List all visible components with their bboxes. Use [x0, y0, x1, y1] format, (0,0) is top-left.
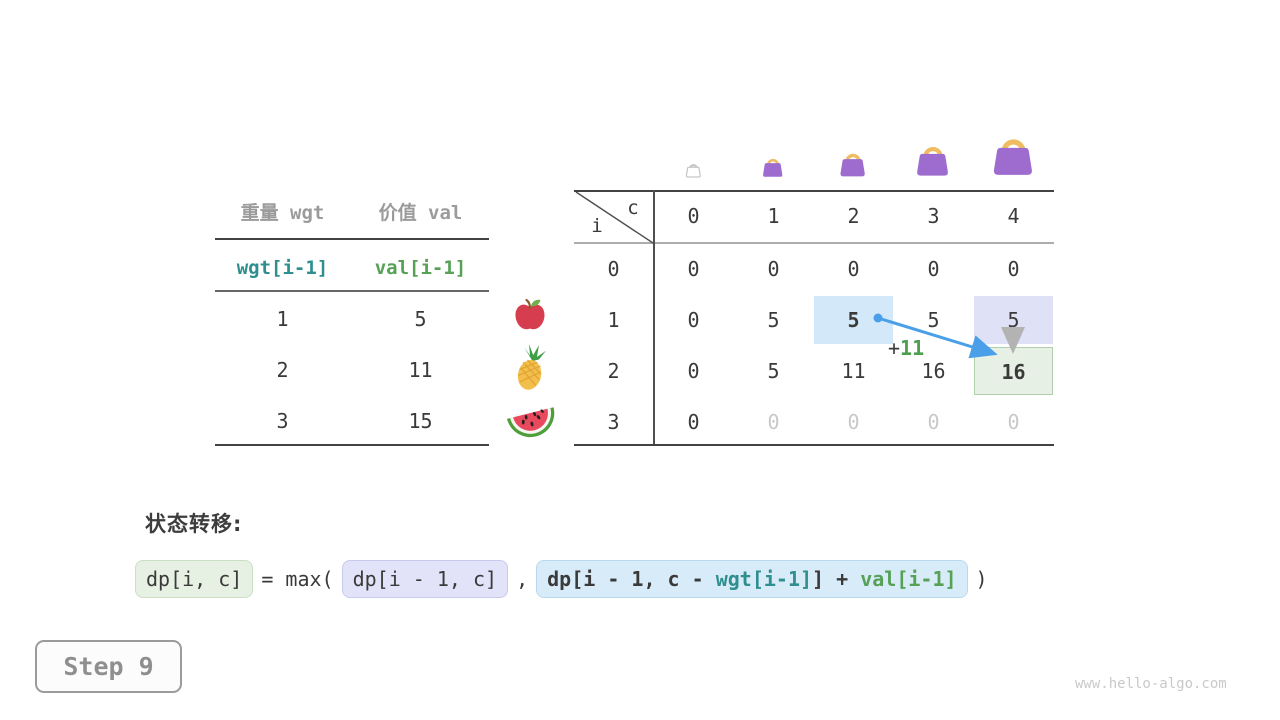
formula-arg2-box: dp[i - 1, c - wgt[i-1]] + val[i-1] — [536, 560, 968, 598]
dp-cell-3-3: 0 — [927, 410, 940, 434]
transition-formula: dp[i, c] = max( dp[i - 1, c] , dp[i - 1,… — [135, 560, 996, 598]
watermark: www.hello-algo.com — [1075, 676, 1227, 692]
pineapple-icon — [517, 344, 546, 390]
dp-row-header-3: 3 — [607, 410, 620, 434]
dp-cell-1-4-compare-highlight: 5 — [974, 296, 1053, 344]
divider — [574, 190, 1054, 192]
item-2-value: 11 — [408, 358, 433, 382]
corner-col-var: c — [627, 197, 639, 219]
items-var-val: val[i-1] — [374, 257, 467, 279]
items-header-value: 价值 val — [378, 202, 463, 224]
dp-cell-1-2-source-highlight: 5 — [814, 296, 893, 344]
formula-close-paren: ) — [975, 567, 988, 591]
item-1-value: 5 — [414, 307, 427, 331]
dp-col-header-0: 0 — [687, 204, 700, 228]
dp-cell-1-0: 0 — [687, 308, 700, 332]
dp-cell-0-4: 0 — [1007, 257, 1020, 281]
dp-cell-1-1: 5 — [767, 308, 780, 332]
formula-arg2-wgt: wgt[i-1] — [715, 567, 813, 591]
formula-comma: , — [516, 567, 529, 591]
watermelon-icon — [506, 407, 555, 438]
items-header-weight: 重量 wgt — [240, 202, 325, 224]
step-badge: Step 9 — [35, 640, 182, 693]
bag-icon-medium — [840, 153, 865, 177]
dp-cell-2-0: 0 — [687, 359, 700, 383]
dp-cell-2-3: 16 — [921, 359, 946, 383]
formula-arg2-val: val[i-1] — [860, 567, 957, 591]
dp-cell-2-2: 11 — [841, 359, 866, 383]
formula-arg2-plus: ] + — [812, 567, 861, 591]
dp-cell-0-2: 0 — [847, 257, 860, 281]
item-2-weight: 2 — [276, 358, 289, 382]
bag-icon-small — [763, 158, 783, 177]
divider — [215, 238, 489, 240]
formula-arg2-dp: dp[i - 1, c - — [547, 567, 716, 591]
formula-arg1-box: dp[i - 1, c] — [341, 560, 509, 598]
dp-col-header-2: 2 — [847, 204, 860, 228]
dp-row-header-0: 0 — [607, 257, 620, 281]
items-var-wgt: wgt[i-1] — [236, 257, 329, 279]
divider — [215, 290, 489, 292]
item-3-value: 15 — [408, 409, 433, 433]
divider — [215, 444, 489, 446]
divider — [653, 190, 655, 446]
plus-sign: + — [888, 336, 901, 360]
dp-cell-0-0: 0 — [687, 257, 700, 281]
item-1-weight: 1 — [276, 307, 289, 331]
bag-outline-icon — [685, 164, 701, 178]
bag-icon-xlarge — [993, 139, 1032, 175]
bag-icon-large — [917, 147, 948, 176]
corner-row-var: i — [591, 215, 603, 237]
formula-lhs-box: dp[i, c] — [135, 560, 254, 598]
dp-cell-2-1: 5 — [767, 359, 780, 383]
item-3-weight: 3 — [276, 409, 289, 433]
dp-cell-3-1: 0 — [767, 410, 780, 434]
dp-col-header-4: 4 — [1007, 204, 1020, 228]
divider — [574, 242, 1054, 244]
dp-cell-0-3: 0 — [927, 257, 940, 281]
dp-cell-3-2: 0 — [847, 410, 860, 434]
formula-eq-max: = max( — [261, 567, 334, 591]
dp-col-header-3: 3 — [927, 204, 940, 228]
apple-icon — [515, 298, 545, 330]
transition-title: 状态转移: — [145, 512, 243, 536]
divider — [574, 444, 1054, 446]
dp-cell-0-1: 0 — [767, 257, 780, 281]
dp-cell-3-4: 0 — [1007, 410, 1020, 434]
dp-row-header-2: 2 — [607, 359, 620, 383]
dp-col-header-1: 1 — [767, 204, 780, 228]
added-value: 11 — [900, 336, 925, 360]
add-value-annotation: +11 — [888, 336, 924, 360]
dp-cell-3-0: 0 — [687, 410, 700, 434]
dp-row-header-1: 1 — [607, 308, 620, 332]
dp-cell-2-4-target-highlight: 16 — [974, 347, 1053, 395]
